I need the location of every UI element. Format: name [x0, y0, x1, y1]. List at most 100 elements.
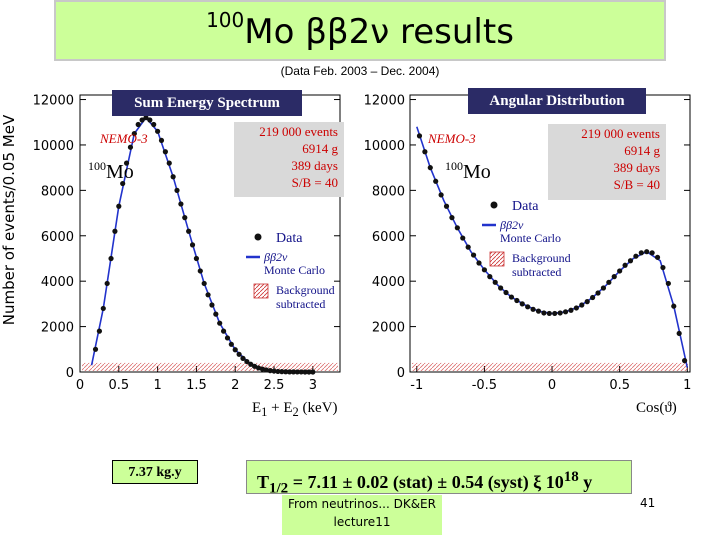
chart1-xlabel: E1 + E2 (keV) — [252, 400, 338, 419]
exposure-box: 7.37 kg.y — [112, 460, 198, 484]
data-point — [104, 280, 110, 287]
data-point — [139, 117, 145, 123]
legend-hatch — [489, 251, 505, 267]
data-point — [92, 346, 99, 352]
isotope-label: 100Mo — [445, 159, 491, 183]
data-point — [568, 307, 574, 313]
legend-dot — [490, 201, 498, 209]
data-point — [294, 369, 300, 375]
data-point — [217, 320, 223, 326]
isotope-mass: 100 — [88, 159, 106, 173]
data-point — [671, 303, 677, 309]
data-point — [573, 305, 579, 311]
x-tick-label: 0.5 — [609, 378, 630, 393]
data-point — [155, 128, 161, 134]
data-point — [283, 369, 289, 375]
experiment-label: NEMO-3 — [99, 131, 148, 146]
y-tick-label: 4000 — [372, 275, 405, 290]
legend-dot — [254, 233, 262, 241]
data-point — [236, 351, 242, 357]
x-tick-label: 1.5 — [186, 378, 207, 393]
data-point — [302, 369, 308, 375]
data-point — [228, 341, 234, 347]
data-point — [584, 299, 590, 305]
data-point — [416, 133, 423, 139]
data-point — [622, 262, 628, 268]
info-line: 219 000 events — [581, 126, 660, 141]
y-tick-label: 4000 — [41, 275, 74, 290]
data-point — [244, 358, 250, 365]
y-tick-label: 10000 — [33, 139, 74, 154]
x-tick-label: 1 — [683, 378, 691, 393]
data-point — [240, 355, 246, 361]
info-line: 219 000 events — [259, 124, 338, 139]
data-point — [541, 310, 547, 316]
chart2-title: Angular Distribution — [468, 88, 646, 114]
angular-chart: 0 2000 4000 6000 8000 10000 12000 -1 -0.5 0 0.5 1 21… — [364, 94, 692, 393]
data-point — [492, 279, 498, 285]
data-point — [654, 254, 661, 260]
info-line: 389 days — [291, 158, 338, 173]
data-point — [449, 215, 455, 221]
data-point — [454, 225, 460, 231]
data-point — [170, 174, 176, 180]
data-point — [178, 201, 184, 207]
data-point — [100, 305, 106, 312]
data-point — [182, 215, 188, 221]
x-tick-label: 0 — [548, 378, 556, 393]
x-tick-label: 3 — [309, 378, 317, 393]
data-point — [438, 192, 444, 198]
data-point — [147, 117, 153, 123]
data-point — [310, 369, 316, 375]
data-point — [660, 264, 666, 271]
page-title: 100Mo ββ2ν results — [54, 8, 666, 52]
data-point — [600, 285, 607, 291]
y-tick-label: 2000 — [41, 321, 74, 336]
data-point — [530, 306, 536, 312]
x-tick-label: 0 — [76, 378, 84, 393]
y-tick-label: 0 — [397, 366, 405, 381]
data-point — [508, 294, 515, 300]
data-point — [116, 203, 122, 209]
legend-bb: ββ2ν — [263, 250, 288, 264]
data-point — [232, 347, 238, 353]
x-tick-label: 1 — [153, 378, 161, 393]
background-hatch — [412, 362, 688, 371]
data-point — [546, 310, 552, 317]
data-point — [519, 301, 525, 307]
data-point — [275, 368, 281, 375]
title-prefix: 100 — [206, 8, 245, 32]
info-line: 6914 g — [624, 143, 660, 158]
legend-bg: Background — [276, 283, 335, 297]
data-point — [465, 244, 471, 250]
x-tick-label: 0.5 — [108, 378, 129, 393]
footer-line2: lecture11 — [333, 515, 391, 529]
info-line: S/B = 40 — [614, 177, 660, 192]
data-point — [263, 367, 269, 373]
data-point — [443, 203, 450, 209]
isotope-label: 100Mo — [88, 159, 134, 183]
title-main: Mo ββ2ν results — [244, 12, 514, 52]
y-tick-label: 12000 — [33, 94, 74, 109]
data-point — [579, 302, 585, 308]
data-point — [213, 311, 219, 317]
data-point — [644, 249, 650, 255]
chart2-xlabel: Cos(ϑ) — [636, 400, 677, 416]
footer: From neutrinos... DK&ER lecture11 — [282, 495, 442, 535]
data-point — [166, 160, 172, 166]
data-point — [665, 280, 671, 287]
isotope-mass: 100 — [445, 159, 463, 173]
y-tick-label: 8000 — [41, 184, 74, 199]
data-point — [306, 369, 312, 375]
title-banner — [54, 0, 666, 61]
data-point — [422, 149, 428, 155]
info-box — [548, 124, 666, 200]
data-point — [562, 309, 569, 315]
data-point — [649, 250, 655, 256]
y-tick-label: 2000 — [372, 321, 405, 336]
data-point — [158, 137, 165, 144]
legend-sub: subtracted — [276, 297, 325, 311]
y-tick-label: 0 — [66, 366, 74, 381]
data-point — [290, 369, 297, 375]
